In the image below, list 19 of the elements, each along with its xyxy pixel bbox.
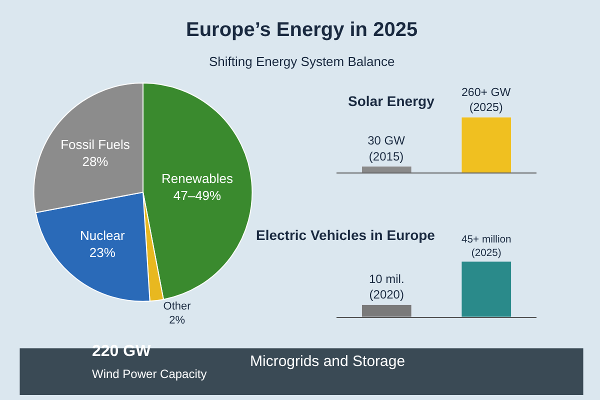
slice-label: Other	[163, 300, 192, 312]
text: Europe’s Energy in 2025	[186, 19, 418, 41]
text: Shifting Energy System Balance	[209, 54, 395, 69]
chart-title: Electric Vehicles in Europe	[256, 227, 436, 243]
text: Microgrids and Storage	[250, 353, 406, 370]
data-label: 260+ GW (2025)	[461, 87, 511, 114]
data-label: 2%	[169, 314, 186, 327]
data-label: 30 GW (2015)	[368, 134, 406, 164]
text: 220 GW	[92, 343, 152, 360]
slice-label: Nuclear	[80, 228, 126, 244]
data-label: 23%	[89, 245, 116, 260]
data-label: 45+ million (2025)	[462, 234, 512, 259]
text: Wind Power Capacity	[92, 367, 207, 381]
data-label: 10 mil. (2020)	[368, 272, 404, 302]
chart-title: Solar Energy	[348, 93, 435, 109]
data-label: 28%	[82, 154, 109, 169]
slice-label: Fossil Fuels	[60, 136, 130, 152]
slice-label: Renewables	[161, 171, 234, 186]
data-label: 47–49%	[173, 188, 222, 203]
